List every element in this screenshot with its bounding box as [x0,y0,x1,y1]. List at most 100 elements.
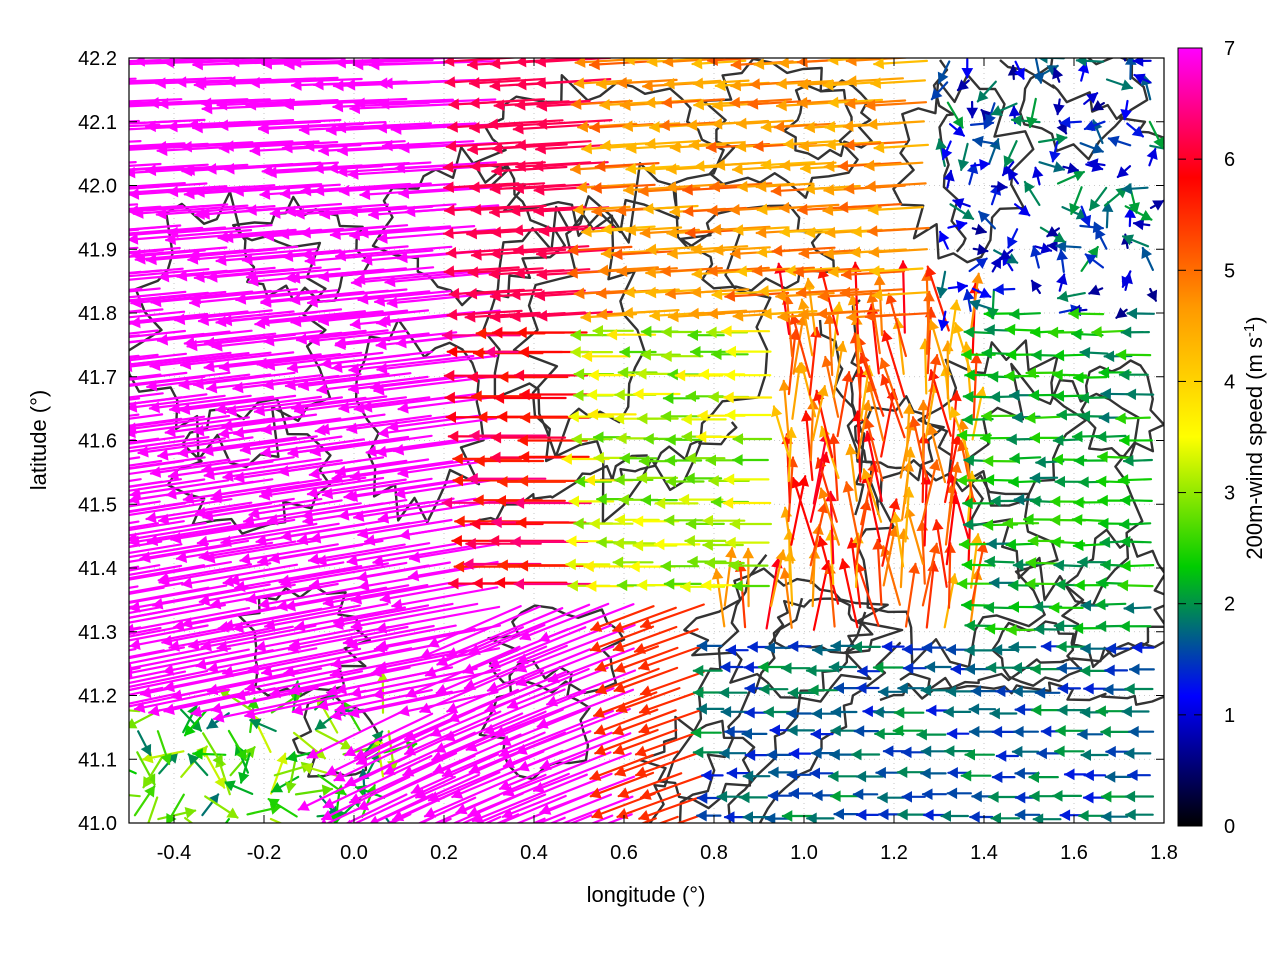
wind-arrowhead [241,253,253,266]
wind-arrowhead [452,474,463,487]
wind-vector [284,584,410,609]
wind-arrowhead [611,248,623,261]
wind-arrowhead [685,452,696,465]
wind-arrowhead [1120,108,1132,121]
wind-arrowhead [797,78,809,91]
wind-arrowhead [503,785,515,797]
wind-arrowhead [202,510,214,522]
wind-arrowhead [636,579,648,591]
wind-arrowhead [170,532,182,544]
wind-vector [866,430,883,503]
wind-arrowhead [897,682,908,695]
wind-arrowhead [347,168,359,180]
wind-vector [216,98,339,107]
wind-vector [289,267,407,280]
wind-vector [445,247,522,255]
wind-arrowhead [536,118,548,130]
wind-vector [864,472,882,543]
wind-vector [129,414,231,431]
wind-arrowhead [77,210,86,220]
wind-arrowhead [681,413,692,426]
wind-arrowhead [707,204,718,217]
wind-arrowhead [1100,726,1111,738]
wind-vector [427,750,545,802]
wind-arrowhead [322,797,335,809]
wind-arrowhead [864,310,876,323]
wind-arrowhead [373,641,386,654]
wind-arrowhead [1048,601,1060,614]
wind-arrowhead [1002,163,1014,176]
wind-arrowhead [398,141,410,154]
wind-arrowhead [535,247,547,260]
wind-arrowhead [465,740,478,752]
wind-vector [836,371,851,438]
wind-arrowhead [102,79,111,89]
wind-arrowhead [233,471,245,484]
wind-vector [235,289,339,301]
wind-arrowhead [245,204,257,216]
wind-vector [187,118,295,127]
wind-arrowhead [1105,745,1116,758]
wind-arrowhead [204,551,216,564]
wind-arrowhead [705,454,716,467]
wind-arrowhead [472,577,483,590]
wind-vector [819,487,841,546]
wind-arrowhead [509,288,521,301]
wind-arrowhead [574,58,586,68]
wind-arrowhead [46,362,56,372]
wind-arrowhead [218,360,230,373]
wind-arrowhead [468,77,480,89]
wind-arrowhead [975,223,987,235]
wind-arrowhead [712,244,724,256]
wind-vector [911,416,928,481]
wind-arrowhead [730,79,742,92]
wind-vector [225,76,339,84]
contour-line [683,567,904,703]
wind-arrowhead [443,58,455,67]
wind-arrowhead [821,355,834,368]
wind-arrowhead [568,495,579,508]
wind-arrowhead [139,686,152,699]
wind-arrowhead [116,77,125,87]
wind-arrowhead [1094,598,1106,611]
wind-arrowhead [446,647,459,658]
wind-arrowhead [615,832,625,841]
wind-vector [350,667,478,696]
wind-vector [333,732,435,782]
wind-vector [614,750,680,776]
wind-arrowhead [134,252,146,265]
wind-arrowhead [129,166,136,179]
wind-arrowhead [708,475,719,487]
wind-arrowhead [842,120,854,132]
wind-arrowhead [822,79,834,91]
wind-vector [338,182,453,193]
wind-arrowhead [581,142,593,155]
wind-vector [470,204,547,212]
wind-arrowhead [990,495,1001,507]
wind-arrowhead [183,187,195,200]
wind-arrowhead [920,767,931,780]
wind-arrowhead [447,430,459,443]
wind-arrowhead [146,534,159,547]
wind-vector [349,458,477,479]
wind-arrowhead [975,257,988,269]
wind-arrowhead [902,662,914,675]
wind-arrowhead [852,788,864,801]
wind-arrowhead [707,58,718,67]
wind-vector [198,583,296,603]
wind-arrowhead [644,163,656,175]
wind-arrowhead [404,730,417,741]
wind-arrowhead [589,517,600,530]
wind-arrowhead [462,558,474,570]
wind-arrowhead [132,207,144,219]
wind-arrowhead [469,518,481,530]
wind-arrowhead [1152,200,1164,211]
wind-arrowhead [1100,810,1112,823]
wind-vector [129,308,164,314]
wind-arrowhead [770,184,782,197]
wind-arrowhead [212,711,225,723]
contour-line [512,162,772,524]
wind-arrowhead [47,616,57,626]
wind-vector [920,520,926,585]
wind-arrowhead [1119,535,1131,548]
